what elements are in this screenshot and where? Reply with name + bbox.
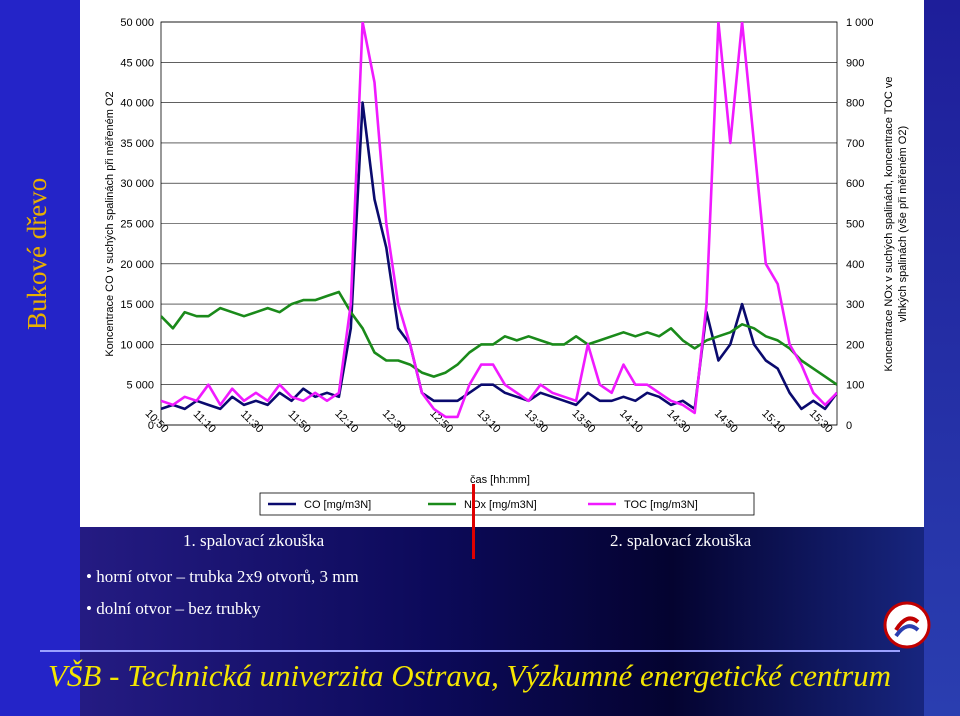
x-tick-label: 15:10	[759, 408, 787, 436]
y-right-tick-label: 800	[846, 98, 864, 110]
first-trial-label: 1. spalovací zkouška	[183, 531, 325, 550]
bullet-text-lower-opening: dolní otvor – bez trubky	[96, 599, 261, 618]
footer-institution: VŠB - Technická univerzita Ostrava, Výzk…	[48, 658, 892, 693]
x-axis-label: čas [hh:mm]	[470, 474, 530, 486]
x-tick-label: 12:10	[332, 408, 360, 436]
series-line-toc	[161, 22, 837, 419]
x-tick-label: 13:50	[570, 408, 598, 436]
y-left-tick-label: 15 000	[120, 299, 154, 311]
y-left-tick-label: 25 000	[120, 219, 154, 231]
y-left-tick-label: 40 000	[120, 98, 154, 110]
y-left-axis-label: Koncentrace CO v suchých spalinách při m…	[104, 91, 116, 356]
y-right-tick-label: 100	[846, 380, 864, 392]
y-left-tick-label: 0	[148, 420, 154, 432]
bullet-dot: •	[86, 599, 97, 618]
vsb-logo-icon	[883, 601, 931, 649]
y-right-tick-label: 400	[846, 259, 864, 271]
x-tick-label: 15:30	[807, 408, 835, 436]
x-tick-label: 11:10	[191, 408, 218, 435]
x-tick-label: 12:30	[380, 408, 408, 436]
slide-side-title: Bukové dřevo	[22, 177, 52, 330]
y-left-tick-label: 30 000	[120, 178, 154, 190]
x-tick-label: 13:30	[522, 408, 550, 436]
y-right-tick-label: 0	[846, 420, 852, 432]
x-tick-label: 14:50	[712, 408, 740, 436]
y-right-axis-label-line: Koncentrace NOx v suchých spalinách, kon…	[883, 77, 895, 372]
bullet-item: • horní otvor – trubka 2x9 otvorů, 3 mm	[86, 567, 359, 587]
y-right-axis-label-line: vlhkých spalinách (vše při měřeném O2)	[897, 126, 909, 322]
y-left-tick-label: 50 000	[120, 17, 154, 29]
trial-divider-marker	[472, 484, 475, 559]
footer-rule	[40, 650, 900, 652]
x-tick-label: 14:30	[664, 408, 692, 436]
y-right-tick-label: 1 000	[846, 17, 874, 29]
y-left-tick-label: 20 000	[120, 259, 154, 271]
plot-frame	[160, 21, 838, 426]
y-left-tick-label: 35 000	[120, 138, 154, 150]
legend-box	[259, 492, 755, 516]
right-strip	[924, 0, 960, 716]
y-right-tick-label: 700	[846, 138, 864, 150]
bullet-item: • dolní otvor – bez trubky	[86, 599, 261, 619]
x-tick-label: 12:50	[427, 408, 455, 436]
y-left-tick-label: 5 000	[126, 380, 154, 392]
y-right-tick-label: 300	[846, 299, 864, 311]
y-right-tick-label: 600	[846, 178, 864, 190]
chart-panel: 0 0 5 000 100 10 000 200 15 000 300 20 000 400 25 …	[80, 0, 924, 527]
y-right-tick-label: 200	[846, 339, 864, 351]
x-tick-label: 10:50	[143, 408, 171, 436]
bullet-text-upper-opening: horní otvor – trubka 2x9 otvorů, 3 mm	[96, 567, 359, 586]
x-tick-label: 11:30	[238, 408, 265, 435]
y-left-tick-label: 10 000	[120, 339, 154, 351]
x-tick-label: 14:10	[617, 408, 645, 436]
chart-svg: 0 0 5 000 100 10 000 200 15 000 300 20 000 400 25 …	[104, 17, 909, 516]
legend-label: TOC [mg/m3N]	[624, 499, 698, 511]
y-left-tick-label: 45 000	[120, 57, 154, 69]
y-right-tick-label: 900	[846, 57, 864, 69]
x-tick-label: 11:50	[285, 408, 312, 435]
y-right-tick-label: 500	[846, 219, 864, 231]
legend-label: CO [mg/m3N]	[304, 499, 371, 511]
bullet-dot: •	[86, 567, 97, 586]
second-trial-label: 2. spalovací zkouška	[610, 531, 752, 550]
y-right-axis-label: Koncentrace NOx v suchých spalinách, kon…	[883, 77, 909, 372]
legend-label: NOx [mg/m3N]	[464, 499, 537, 511]
series-line-nox	[161, 290, 837, 386]
series-line-co	[161, 101, 837, 411]
x-tick-label: 13:10	[475, 408, 503, 436]
left-band	[0, 0, 80, 716]
